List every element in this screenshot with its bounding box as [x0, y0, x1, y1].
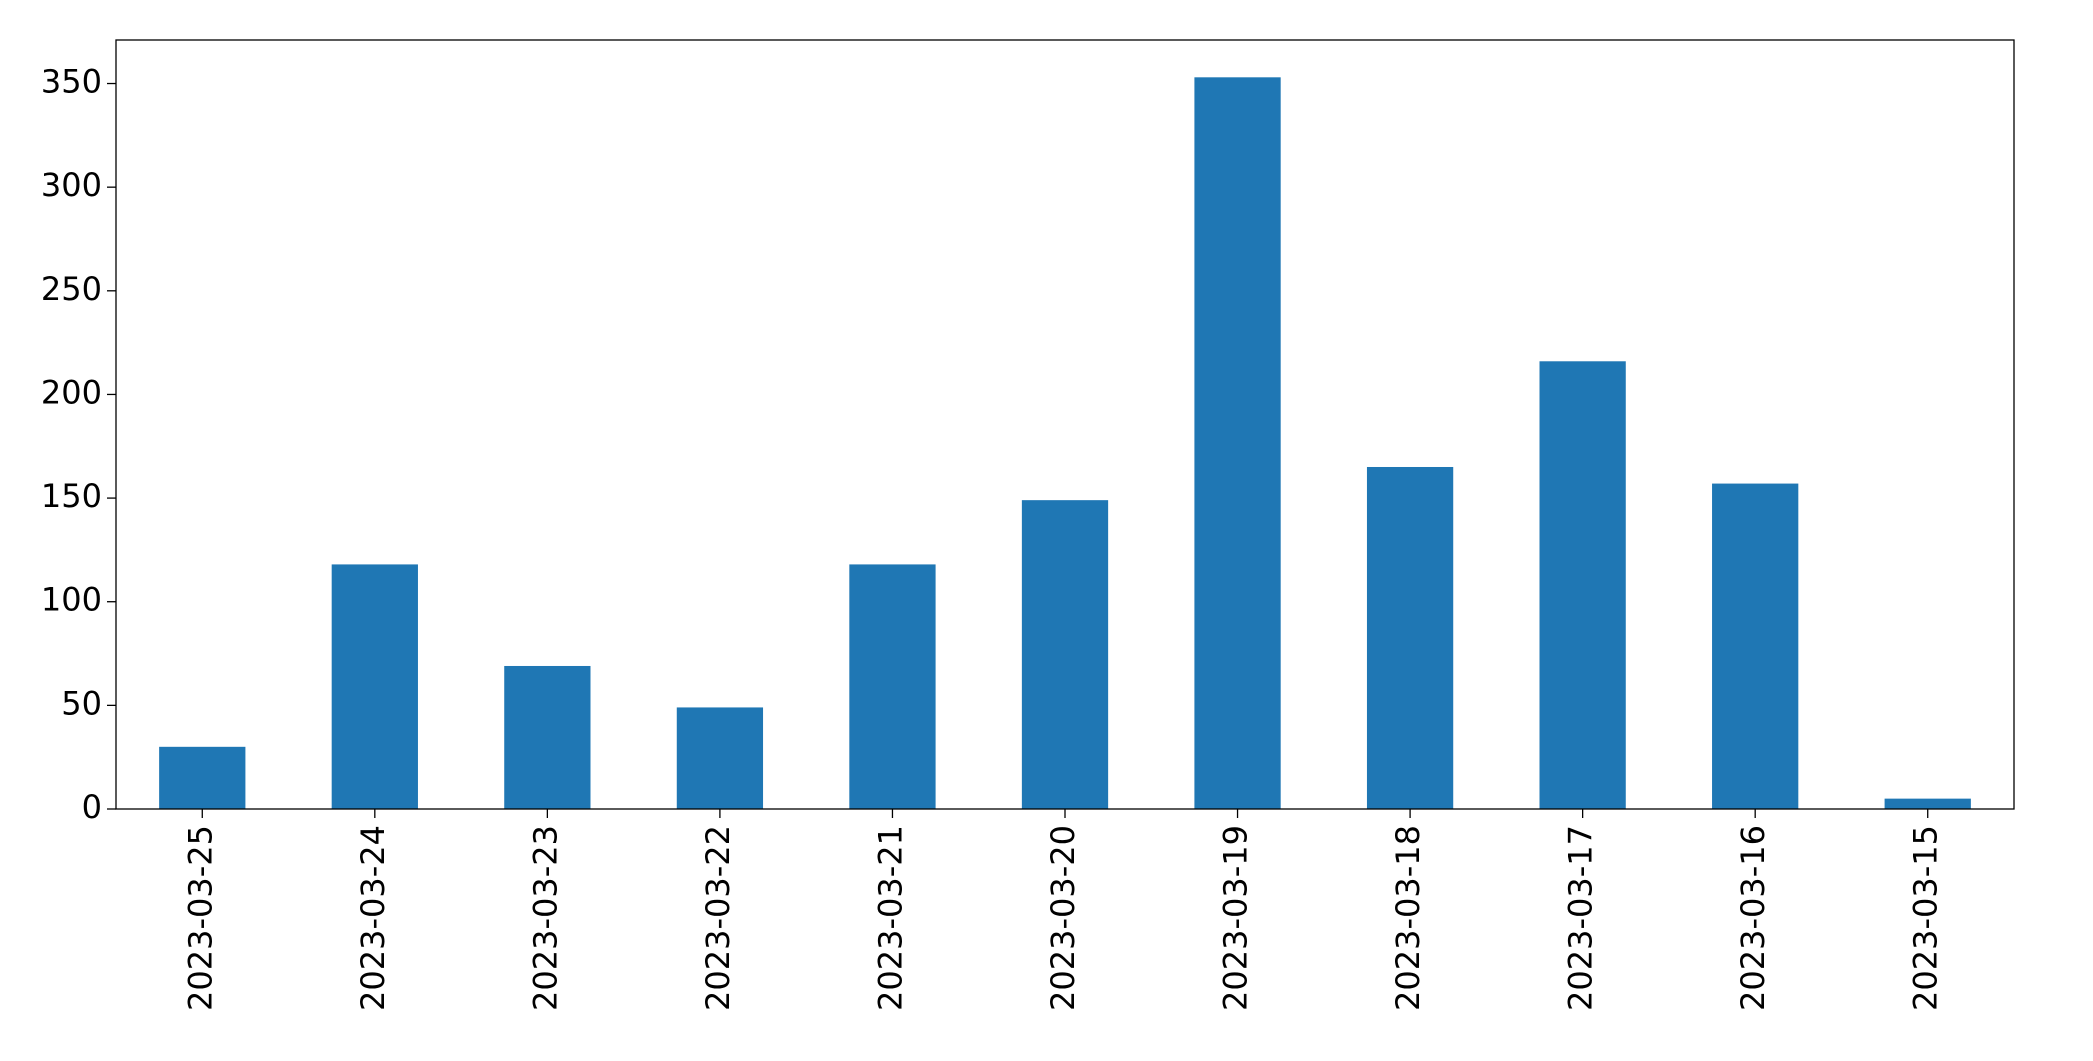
x-tick-label: 2023-03-19	[1217, 825, 1255, 1011]
bar	[1884, 798, 1971, 809]
x-tick-label: 2023-03-22	[699, 825, 737, 1011]
y-tick-label: 150	[41, 477, 102, 515]
bar	[1366, 466, 1454, 809]
y-tick-label: 300	[41, 166, 102, 204]
bar	[331, 564, 418, 809]
y-tick-label: 200	[41, 373, 102, 411]
bar	[1194, 77, 1281, 809]
y-tick-label: 350	[41, 63, 102, 101]
x-tick-label: 2023-03-17	[1562, 825, 1600, 1011]
x-tick-label: 2023-03-25	[181, 825, 219, 1011]
bar	[1712, 483, 1799, 809]
x-tick-label: 2023-03-23	[526, 825, 564, 1011]
bar	[676, 707, 764, 809]
x-tick-label: 2023-03-21	[871, 825, 909, 1011]
bar	[504, 665, 591, 809]
bar	[1021, 500, 1109, 809]
y-tick-label: 50	[61, 684, 102, 722]
x-tick-label: 2023-03-24	[354, 825, 392, 1011]
x-tick-label: 2023-03-16	[1734, 825, 1772, 1011]
x-tick-label: 2023-03-15	[1907, 825, 1945, 1011]
x-tick-label: 2023-03-18	[1389, 825, 1427, 1011]
bar	[849, 564, 936, 809]
plot-frame	[115, 39, 2015, 810]
x-tick-label: 2023-03-20	[1044, 825, 1082, 1011]
bar	[1539, 361, 1626, 809]
bar	[159, 746, 246, 809]
y-tick-label: 100	[41, 581, 102, 619]
y-tick-label: 250	[41, 270, 102, 308]
y-tick-label: 0	[82, 788, 102, 826]
